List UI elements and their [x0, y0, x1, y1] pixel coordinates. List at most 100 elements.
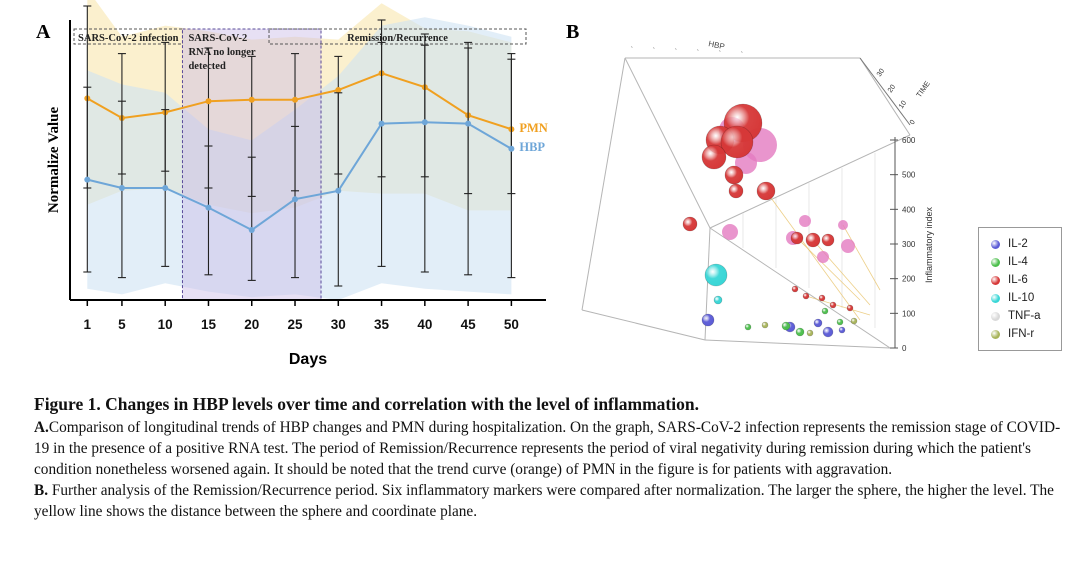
x-tick-label: 20: [244, 317, 259, 332]
bubble-ifn-r: [850, 317, 858, 325]
legend-label: IL-6: [1008, 274, 1028, 286]
data-point-hbp: [335, 187, 342, 194]
panel-b-label: B: [566, 21, 579, 43]
bubble-il-10: [704, 263, 728, 287]
panel-a: A Normalize Value Days SARS-CoV-2 infect…: [0, 0, 570, 380]
bubble-il-4: [744, 323, 752, 331]
bubble-il-2: [813, 318, 823, 328]
cube-edge: [709, 134, 911, 229]
caption-a-text: Comparison of longitudinal trends of HBP…: [34, 419, 1061, 478]
bubble-il-6: [790, 231, 804, 245]
phase-label-0-0: SARS-CoV-2 infection: [78, 33, 179, 44]
data-point-pmn: [205, 98, 212, 105]
legend-item-tnf-a: TNF-a: [991, 308, 1041, 324]
bubble-il-6: [829, 301, 837, 309]
bubble-tnf-a: [841, 239, 855, 253]
bubble-il-2: [822, 326, 834, 338]
bubble-ifn-r: [761, 321, 769, 329]
panel-a-label: A: [36, 21, 51, 43]
series-label-pmn: PMN: [519, 121, 547, 135]
data-point-hbp: [465, 120, 472, 127]
caption-b: B. Further analysis of the Remission/Rec…: [34, 480, 1064, 522]
data-point-hbp: [421, 119, 428, 126]
x-tick-label: 30: [331, 317, 346, 332]
x-tick-label: 45: [461, 317, 477, 332]
legend-label: IL-2: [1008, 238, 1028, 250]
legend-label: IL-10: [1008, 292, 1035, 304]
data-point-pmn: [248, 96, 255, 103]
panel-b: B 0 100 200 300 400 500 600 Inflammatory index 0…: [560, 0, 1080, 380]
bubble-il-6: [701, 144, 727, 170]
figure-caption: Figure 1. Changes in HBP levels over tim…: [34, 392, 1064, 522]
x-tick-label: 50: [504, 317, 519, 332]
bubble-il-6: [821, 233, 835, 247]
x-tick-label: 5: [118, 317, 126, 332]
time-tick-label: 0: [909, 119, 917, 126]
x-tick-label: 25: [288, 317, 304, 332]
time-tick-label: 10: [898, 100, 908, 110]
x-tick-label: 1: [84, 317, 92, 332]
distance-line: [812, 239, 871, 306]
hbp-tick-label: -: [629, 44, 634, 51]
data-point-hbp: [378, 120, 385, 127]
legend-item-il-10: IL-10: [991, 290, 1034, 306]
z-tick-label: 500: [902, 171, 916, 180]
caption-title: Figure 1. Changes in HBP levels over tim…: [34, 394, 699, 414]
series-label-hbp: HBP: [519, 140, 545, 154]
bubble-il-2: [701, 313, 715, 327]
z-tick-label: 400: [902, 205, 916, 214]
band-hbp: [87, 17, 512, 300]
bubble-il-4: [836, 318, 844, 326]
legend-label: TNF-a: [1008, 310, 1041, 322]
bubble-il-10: [713, 295, 723, 305]
bubble-il-4: [781, 321, 791, 331]
data-point-hbp: [205, 204, 212, 211]
caption-a-label: A.: [34, 419, 49, 436]
z-axis-label: Inflammatory index: [924, 206, 934, 283]
x-tick-label: 10: [158, 317, 173, 332]
bubble-il-6: [728, 183, 744, 199]
legend-dot: [991, 311, 1000, 321]
caption-b-text: Further analysis of the Remission/Recurr…: [34, 482, 1054, 520]
caption-b-label: B.: [34, 482, 49, 499]
bubble-tnf-a: [817, 251, 829, 263]
bubble-il-4: [795, 327, 805, 337]
legend-label: IL-4: [1008, 256, 1028, 268]
x-tick-label: 35: [374, 317, 390, 332]
legend-b: IL-2 IL-4 IL-6 IL-10 TNF-a IFN-r: [978, 227, 1062, 351]
line-chart-a: A Normalize Value Days SARS-CoV-2 infect…: [36, 0, 548, 368]
bubble-tnf-a: [722, 224, 738, 240]
phase-label-2-0: Remission/Recurrence: [347, 33, 448, 44]
cube-edge: [581, 309, 706, 341]
hbp-tick-label: -: [739, 49, 744, 56]
time-axis-label: TIME: [914, 79, 932, 99]
data-point-hbp: [84, 176, 91, 183]
bubble-il-6: [802, 292, 810, 300]
y-axis-label: Normalize Value: [46, 107, 62, 214]
legend-dot: [991, 329, 1000, 339]
bubble-il-6: [720, 125, 754, 159]
hbp-axis-label: HBP: [708, 39, 726, 51]
data-point-hbp: [162, 185, 169, 191]
distance-line: [842, 224, 881, 291]
distance-line: [765, 190, 861, 321]
legend-dot: [991, 275, 1000, 285]
caption-a: A.Comparison of longitudinal trends of H…: [34, 417, 1064, 480]
bubble-il-6: [791, 285, 799, 293]
legend-dot: [991, 239, 1000, 249]
hbp-tick-label: -: [673, 46, 678, 53]
bubble-il-2: [838, 326, 846, 334]
bubble-ifn-r: [806, 329, 814, 337]
legend-item-ifn-r: IFN-r: [991, 326, 1034, 342]
data-point-hbp: [508, 145, 515, 152]
legend-item-il-2: IL-2: [991, 236, 1028, 252]
hbp-tick-label: -: [651, 45, 656, 52]
x-tick-label: 15: [201, 317, 217, 332]
bubble-il-4: [821, 307, 829, 315]
legend-dot: [991, 293, 1000, 303]
cube-edge: [704, 339, 891, 349]
x-tick-label: 40: [417, 317, 432, 332]
distance-line: [805, 295, 871, 316]
data-point-pmn: [335, 87, 342, 93]
